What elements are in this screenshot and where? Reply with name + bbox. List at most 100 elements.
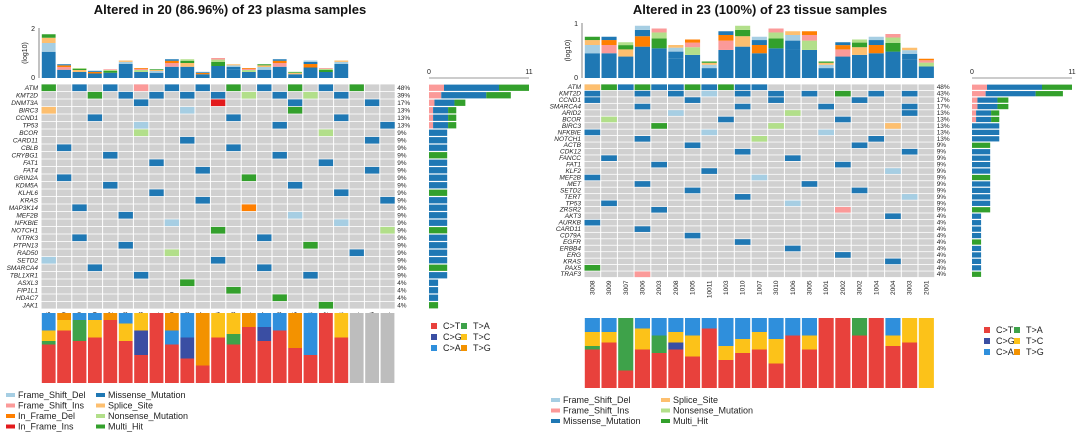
grid-cell <box>768 245 784 252</box>
grid-cell <box>868 219 885 226</box>
grid-cell <box>784 148 801 155</box>
grid-cell <box>851 148 868 155</box>
grid-cell <box>241 256 257 264</box>
grid-cell <box>103 279 118 287</box>
grid-cell <box>118 99 133 107</box>
grid-cell <box>835 232 851 239</box>
grid-cell <box>851 258 868 265</box>
mutation-mark <box>241 204 257 212</box>
grid-cell <box>303 279 318 287</box>
grid-cell <box>651 181 667 187</box>
mutation-mark <box>851 142 868 149</box>
grid-cell <box>257 249 272 257</box>
grid-cell <box>885 142 901 149</box>
tmb-bar <box>195 74 210 78</box>
pct-label: 9% <box>937 200 947 207</box>
titv-bar <box>735 339 751 353</box>
grid-cell <box>41 181 56 189</box>
pct-label: 4% <box>397 288 407 295</box>
grid-cell <box>103 301 118 309</box>
mutation-mark <box>87 114 103 122</box>
grid-cell <box>868 168 885 174</box>
grid-cell <box>380 106 395 114</box>
grid-cell <box>784 226 801 232</box>
grid-cell <box>164 204 180 212</box>
grid-cell <box>287 271 303 279</box>
grid-cell <box>885 136 901 142</box>
freq-bar <box>972 207 991 213</box>
mutation-mark <box>701 129 718 136</box>
grid-cell <box>784 187 801 194</box>
grid-cell <box>272 256 287 264</box>
grid-cell <box>851 219 868 226</box>
grid-cell <box>287 226 303 234</box>
grid-cell <box>210 294 226 302</box>
tmb-bar <box>801 40 817 50</box>
grid-cell <box>133 226 149 234</box>
pct-label: 9% <box>937 194 947 201</box>
tmb-bar <box>634 36 650 47</box>
grid-cell <box>918 219 935 226</box>
grid-cell <box>668 123 684 129</box>
grid-cell <box>801 103 818 110</box>
grid-cell <box>634 123 651 129</box>
grid-cell <box>241 226 257 234</box>
grid-cell <box>885 174 901 181</box>
grid-cell <box>634 213 651 220</box>
grid-cell <box>41 211 56 219</box>
pct-label: 4% <box>937 265 947 272</box>
freq-bar <box>972 123 1000 129</box>
grid-cell <box>651 136 667 142</box>
grid-cell <box>751 258 768 265</box>
grid-cell <box>784 206 801 213</box>
freq-bar <box>976 110 992 116</box>
grid-cell <box>56 181 72 189</box>
mutation-mark <box>364 166 380 174</box>
titv-bar <box>118 341 133 383</box>
freq-bar <box>972 226 982 232</box>
legend-label: Nonsense_Mutation <box>108 411 188 421</box>
titv-bar <box>149 313 164 383</box>
titv-bar <box>768 363 784 388</box>
grid-cell <box>149 99 164 107</box>
grid-cell <box>901 252 918 258</box>
grid-cell <box>72 159 87 167</box>
grid-cell <box>751 97 768 103</box>
tmb-bar <box>785 34 801 41</box>
grid-cell <box>901 258 918 265</box>
pct-label: 9% <box>937 181 947 188</box>
grid-cell <box>851 168 868 174</box>
legend-label: Splice_Site <box>673 395 718 405</box>
grid-cell <box>868 97 885 103</box>
titv-bar <box>226 313 241 334</box>
grid-cell <box>195 226 210 234</box>
grid-cell <box>334 264 349 272</box>
grid-cell <box>133 159 149 167</box>
mutation-mark <box>287 106 303 114</box>
mutation-mark <box>195 166 210 174</box>
freq-bar <box>991 110 1000 116</box>
titv-bar <box>57 320 71 331</box>
grid-cell <box>801 123 818 129</box>
grid-cell <box>241 129 257 137</box>
grid-cell <box>684 181 701 187</box>
grid-cell <box>164 226 180 234</box>
grid-cell <box>380 159 395 167</box>
tmb-bar <box>149 69 164 70</box>
grid-cell <box>287 159 303 167</box>
legend-swatch <box>551 408 560 413</box>
grid-cell <box>584 123 601 129</box>
grid-cell <box>272 301 287 309</box>
grid-cell <box>349 264 364 272</box>
pct-label: 13% <box>937 116 950 123</box>
mutation-mark <box>334 219 349 227</box>
grid-cell <box>334 234 349 242</box>
grid-cell <box>257 226 272 234</box>
grid-cell <box>349 234 364 242</box>
titv-bar <box>180 313 195 338</box>
grid-cell <box>56 294 72 302</box>
grid-cell <box>617 187 634 194</box>
grid-cell <box>226 219 241 227</box>
grid-cell <box>918 271 935 278</box>
grid-cell <box>118 174 133 182</box>
